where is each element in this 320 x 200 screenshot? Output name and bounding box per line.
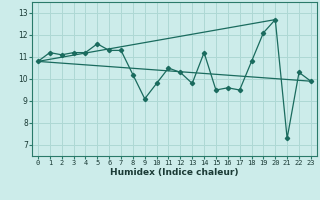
X-axis label: Humidex (Indice chaleur): Humidex (Indice chaleur): [110, 168, 239, 177]
